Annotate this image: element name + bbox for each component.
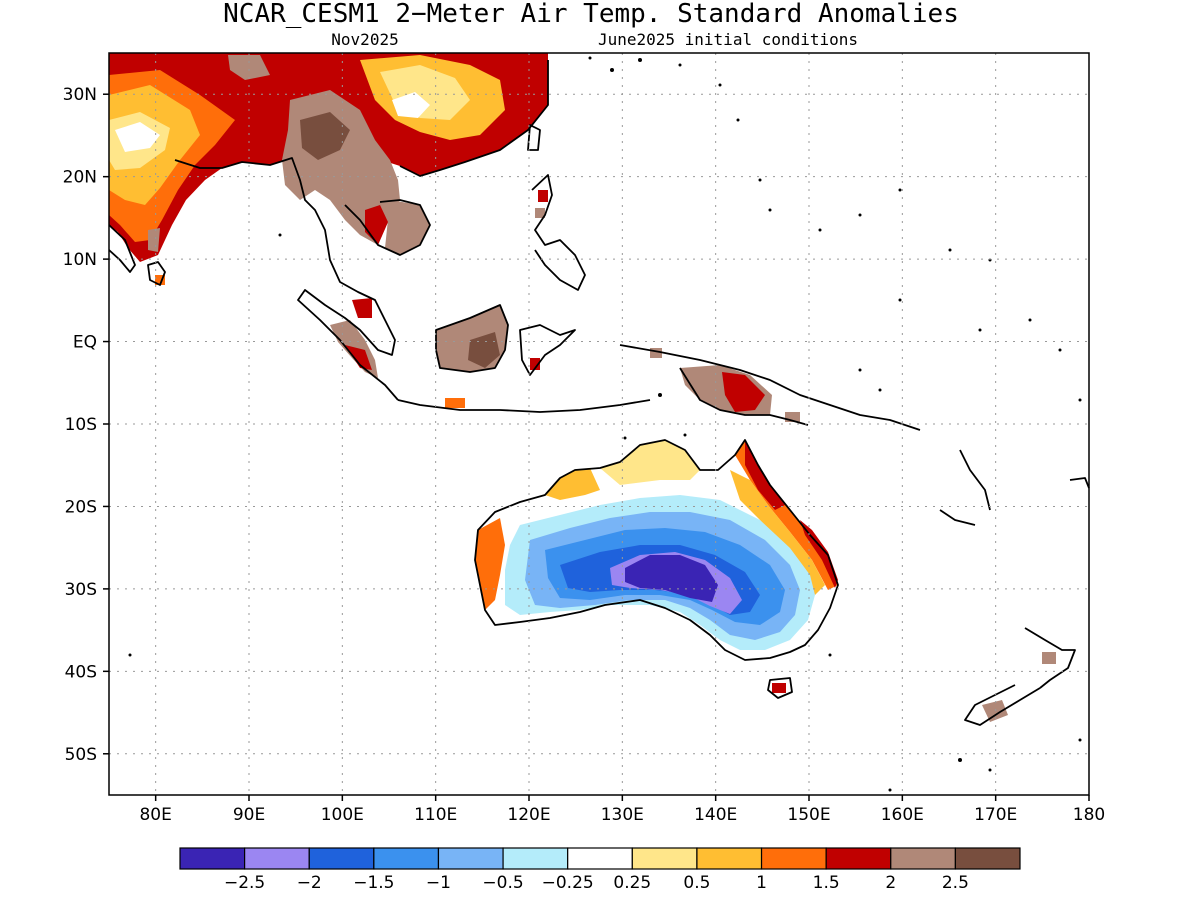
- map-area: [108, 52, 1090, 796]
- colorbar: −2.5 −2 −1.5 −1 −0.5 −0.25 0.25 0.5 1 1.5 2 2.5: [179, 847, 1021, 893]
- colorbar-label: −2.5: [224, 873, 265, 893]
- colorbar-label: 1.5: [813, 873, 840, 893]
- pacific-islands: [128, 56, 1082, 792]
- graticule: [109, 53, 1090, 795]
- colorbar-swatch: [373, 847, 440, 870]
- colorbar-swatch: [437, 847, 504, 870]
- colorbar-label: −0.25: [542, 873, 594, 893]
- lat-label: EQ: [73, 333, 97, 353]
- australia-anomalies: [475, 440, 838, 693]
- colorbar-swatch: [308, 847, 375, 870]
- coastlines: [108, 60, 1090, 726]
- colorbar-swatch: [567, 847, 633, 870]
- lon-label: 170E: [974, 805, 1017, 825]
- lon-label: 120E: [507, 805, 550, 825]
- colorbar-swatch: [760, 847, 827, 870]
- colorbar-swatch: [954, 847, 1021, 870]
- colorbar-label: −0.5: [482, 873, 523, 893]
- lon-label: 160E: [881, 805, 924, 825]
- map-title: NCAR_CESM1 2−Meter Air Temp. Standard An…: [223, 0, 959, 29]
- colorbar-swatch: [890, 847, 956, 870]
- colorbar-swatch: [502, 847, 569, 870]
- colorbar-swatch: [696, 847, 763, 870]
- colorbar-label: 2.5: [942, 873, 969, 893]
- lat-label: 10S: [65, 415, 97, 435]
- lon-label: 150E: [787, 805, 830, 825]
- colorbar-swatch: [179, 847, 246, 870]
- new-zealand-anomalies: [982, 652, 1056, 722]
- colorbar-label: 2: [885, 873, 896, 893]
- colorbar-swatch: [631, 847, 698, 870]
- forecast-month: Nov2025: [331, 30, 398, 49]
- lon-label: 130E: [601, 805, 644, 825]
- lat-label: 50S: [65, 745, 97, 765]
- lat-label: 20N: [63, 168, 97, 188]
- colorbar-label: 0.25: [613, 873, 651, 893]
- initial-conditions: June2025 initial conditions: [598, 30, 858, 49]
- colorbar-label: −2: [297, 873, 322, 893]
- lat-label: 40S: [65, 662, 97, 682]
- lat-label: 20S: [65, 497, 97, 517]
- lon-label: 140E: [694, 805, 737, 825]
- lat-label: 10N: [63, 250, 97, 270]
- lon-label: 180: [1073, 805, 1105, 825]
- asia-anomalies: [109, 53, 548, 285]
- lon-label: 90E: [233, 805, 265, 825]
- colorbar-swatch: [825, 847, 892, 870]
- lat-label: 30S: [65, 580, 97, 600]
- lat-label: 30N: [63, 85, 97, 105]
- colorbar-label: 1: [756, 873, 767, 893]
- lon-label: 80E: [139, 805, 171, 825]
- colorbar-label: −1: [426, 873, 451, 893]
- colorbar-label: 0.5: [683, 873, 710, 893]
- colorbar-swatch: [244, 847, 310, 870]
- lon-label: 100E: [321, 805, 364, 825]
- colorbar-label: −1.5: [353, 873, 394, 893]
- lon-label: 110E: [414, 805, 457, 825]
- map-axes: 30N 20N 10N EQ 10S 20S 30S 40S 50S 80E 90E 100E 110E…: [63, 85, 1106, 825]
